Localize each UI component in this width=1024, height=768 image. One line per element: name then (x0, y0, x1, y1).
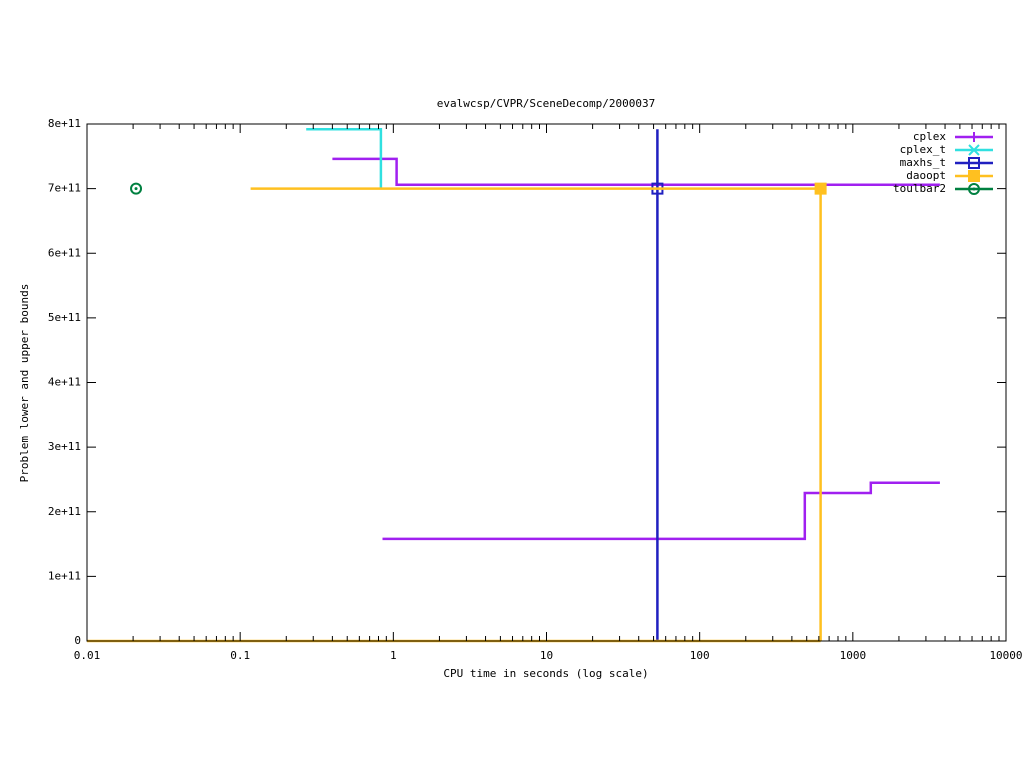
y-tick-label: 7e+11 (48, 182, 81, 195)
marker-shape (972, 187, 976, 191)
chart-title: evalwcsp/CVPR/SceneDecomp/2000037 (437, 97, 656, 110)
x-axis-label: CPU time in seconds (log scale) (443, 667, 648, 680)
marker-shape (130, 182, 143, 195)
y-tick-label: 2e+11 (48, 505, 81, 518)
marker-shape (814, 182, 827, 195)
legend-label: cplex_t (900, 143, 946, 156)
series-line (332, 157, 940, 541)
y-axis-label: Problem lower and upper bounds (18, 284, 31, 483)
marker (969, 132, 979, 142)
marker-shape (134, 187, 138, 191)
legend-label: cplex (913, 130, 946, 143)
x-tick-label: 10000 (989, 649, 1022, 662)
marker-shape (968, 144, 980, 156)
legend-label: toulbar2 (893, 182, 946, 195)
marker (814, 182, 827, 195)
y-tick-label: 5e+11 (48, 311, 81, 324)
x-tick-label: 1000 (840, 649, 867, 662)
y-tick-label: 4e+11 (48, 376, 81, 389)
marker-shape (968, 170, 980, 182)
legend-label: maxhs_t (900, 156, 946, 169)
marker (130, 182, 143, 195)
marker (968, 144, 980, 156)
legend-label: daoopt (906, 169, 946, 182)
x-tick-label: 10 (540, 649, 553, 662)
marker-shape (969, 132, 979, 142)
marker (968, 157, 980, 169)
series-line (306, 127, 383, 189)
y-tick-label: 6e+11 (48, 246, 81, 259)
marker-shape (968, 183, 980, 195)
y-tick-label: 3e+11 (48, 440, 81, 453)
x-tick-label: 100 (690, 649, 710, 662)
marker-shape (968, 157, 980, 169)
marker (968, 170, 980, 182)
x-tick-label: 0.01 (74, 649, 101, 662)
x-tick-label: 1 (390, 649, 397, 662)
x-tick-label: 0.1 (230, 649, 250, 662)
marker (968, 183, 980, 195)
y-tick-label: 1e+11 (48, 569, 81, 582)
y-tick-label: 8e+11 (48, 117, 81, 130)
y-tick-label: 0 (74, 634, 81, 647)
